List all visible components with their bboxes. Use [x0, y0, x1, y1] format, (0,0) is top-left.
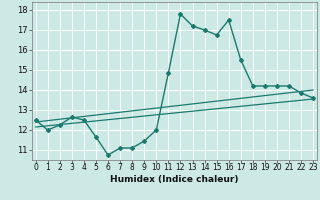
X-axis label: Humidex (Indice chaleur): Humidex (Indice chaleur): [110, 175, 239, 184]
